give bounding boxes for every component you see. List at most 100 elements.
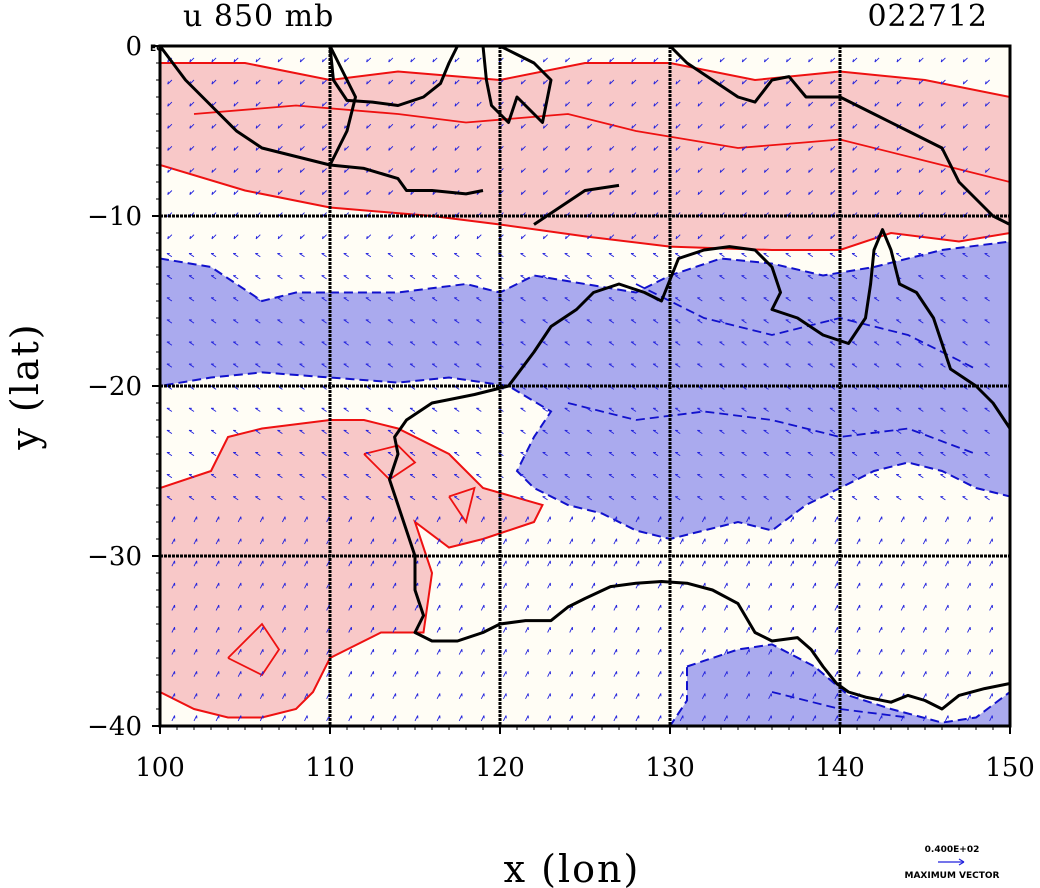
wind-vector (547, 626, 551, 633)
wind-vector (215, 671, 220, 677)
wind-vector (565, 168, 571, 173)
wind-vector (520, 429, 526, 434)
wind-vector (547, 516, 551, 523)
wind-vector (410, 168, 416, 173)
wind-vector (918, 429, 924, 434)
wind-vector (188, 451, 195, 457)
wind-vector (171, 671, 176, 677)
wind-vector (237, 715, 242, 722)
wind-vector (277, 319, 283, 324)
wind-vector (922, 516, 927, 523)
wind-vector (701, 560, 706, 567)
wind-vector (652, 407, 659, 412)
wind-vector (453, 407, 460, 412)
wind-vector (652, 253, 659, 258)
wind-vector (237, 538, 242, 545)
wind-vector (542, 429, 548, 434)
wind-vector (657, 560, 662, 567)
wind-vector (723, 693, 728, 700)
wind-vector (255, 57, 261, 63)
wind-vector (674, 297, 681, 302)
wind-vector (520, 496, 526, 501)
wind-vector (768, 516, 772, 523)
wind-vector (741, 496, 747, 501)
wind-vector (674, 451, 681, 457)
wind-vector (215, 582, 220, 589)
title-left: u 850 mb (183, 0, 334, 34)
wind-vector (852, 79, 858, 85)
wind-vector (392, 671, 397, 677)
wind-vector (984, 145, 990, 151)
wind-vector (370, 516, 375, 523)
wind-vector (719, 190, 725, 196)
wind-vector (215, 538, 220, 545)
y-tick-label: 0 (125, 32, 142, 62)
wind-vector (807, 407, 814, 412)
wind-vector (697, 57, 703, 63)
wind-vector (852, 234, 858, 240)
wind-vector (458, 626, 463, 633)
wind-vector (564, 496, 570, 501)
wind-vector (808, 57, 814, 63)
wind-vector (741, 341, 747, 346)
wind-vector (542, 123, 548, 129)
wind-vector (277, 451, 283, 457)
wind-vector (940, 297, 946, 302)
wind-vector (299, 429, 305, 434)
wind-vector (829, 363, 836, 368)
wind-vector (542, 496, 548, 501)
wind-vector (304, 582, 308, 589)
wind-vector (856, 582, 861, 589)
wind-vector (967, 604, 971, 611)
wind-vector (608, 275, 615, 280)
wind-vector (255, 341, 261, 346)
wind-vector (436, 715, 441, 722)
wind-vector (613, 671, 618, 677)
wind-vector (741, 190, 747, 196)
wind-vector (834, 538, 839, 545)
wind-vector (299, 101, 305, 107)
wind-vector (653, 101, 659, 107)
wind-vector (856, 671, 861, 677)
wind-vector (741, 275, 747, 280)
wind-vector (304, 648, 308, 655)
wind-vector (723, 626, 728, 633)
wind-vector (564, 253, 570, 258)
x-tick-label: 150 (985, 753, 1035, 783)
wind-vector (653, 234, 659, 240)
wind-vector (679, 648, 684, 655)
wind-vector (679, 693, 684, 700)
wind-vector (679, 626, 684, 633)
wind-vector (679, 560, 684, 567)
wind-vector (962, 123, 968, 129)
wind-vector (193, 516, 198, 523)
wind-vector (476, 341, 482, 346)
wind-vector (609, 123, 615, 129)
wind-vector (431, 451, 438, 457)
wind-vector (653, 168, 659, 173)
wind-vector (525, 604, 529, 611)
wind-vector (392, 648, 397, 655)
wind-vector (458, 516, 463, 523)
wind-vector (454, 123, 460, 129)
wind-vector (674, 275, 681, 280)
wind-vector (608, 429, 615, 434)
wind-vector (812, 538, 817, 545)
wind-vector (215, 604, 220, 611)
wind-vector (454, 101, 460, 107)
wind-vector (944, 671, 949, 677)
wind-vector (255, 496, 261, 501)
wind-vector (277, 407, 283, 412)
wind-vector (387, 429, 394, 434)
wind-vector (410, 79, 416, 85)
wind-vector (962, 101, 968, 107)
wind-vector (299, 363, 305, 368)
title-right: 022712 (867, 0, 988, 34)
wind-vector (631, 57, 637, 63)
wind-vector (613, 538, 618, 545)
wind-vector (458, 715, 463, 722)
wind-vector (193, 715, 198, 722)
wind-vector (723, 560, 728, 567)
wind-vector (210, 341, 217, 346)
wind-vector (697, 341, 703, 346)
